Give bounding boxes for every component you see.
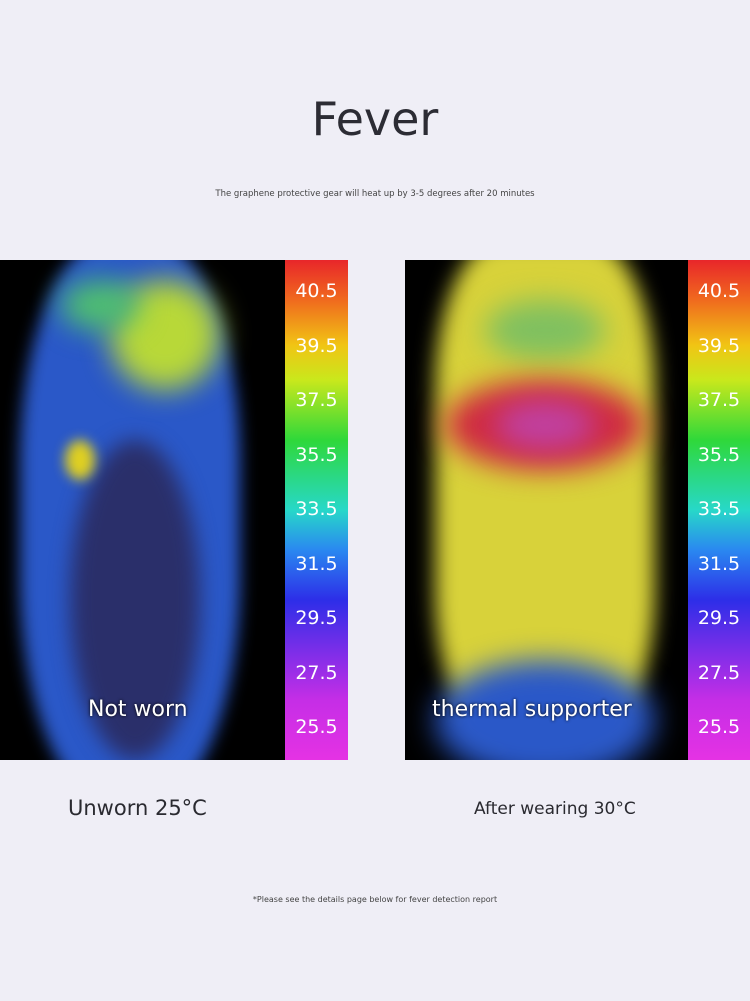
scale-tick-label: 31.5 xyxy=(295,552,338,575)
thermal-image-worn xyxy=(405,260,688,760)
caption-after-wearing: After wearing 30°C xyxy=(474,799,636,819)
thermal-image-unworn xyxy=(0,260,285,760)
scale-tick-label: 33.5 xyxy=(295,498,338,520)
scale-tick-label: 40.5 xyxy=(697,280,741,302)
scale-tick-label: 25.5 xyxy=(295,716,338,738)
scale-tick-label: 35.5 xyxy=(697,443,741,466)
caption-unworn: Unworn 25°C xyxy=(68,796,207,820)
scale-tick-label: 35.5 xyxy=(295,443,338,466)
scale-tick-label: 27.5 xyxy=(295,661,338,684)
temperature-scale-left: 40.5 39.5 37.5 35.5 33.5 31.5 29.5 27.5 25.5 xyxy=(285,260,348,760)
subtitle: The graphene protective gear will heat u… xyxy=(215,189,535,199)
temperature-scale-right: 40.5 39.5 37.5 35.5 33.5 31.5 29.5 27.5 25.5 xyxy=(688,260,750,760)
overlay-label-thermal-supporter: thermal supporter xyxy=(432,697,632,722)
page-title: Fever xyxy=(311,92,439,146)
scale-tick-label: 33.5 xyxy=(697,498,741,520)
scale-tick-label: 25.5 xyxy=(697,716,741,738)
scale-tick-label: 39.5 xyxy=(295,334,338,357)
scale-tick-label: 37.5 xyxy=(697,389,741,411)
scale-tick-label: 31.5 xyxy=(697,552,741,575)
scale-tick-label: 39.5 xyxy=(697,334,741,357)
overlay-label-not-worn: Not worn xyxy=(88,697,188,722)
scale-tick-label: 37.5 xyxy=(295,389,338,411)
scale-tick-label: 27.5 xyxy=(697,661,741,684)
scale-tick-label: 29.5 xyxy=(697,607,741,629)
scale-tick-label: 40.5 xyxy=(295,280,338,302)
footnote: *Please see the details page below for f… xyxy=(252,895,498,904)
scale-tick-label: 29.5 xyxy=(295,607,338,629)
